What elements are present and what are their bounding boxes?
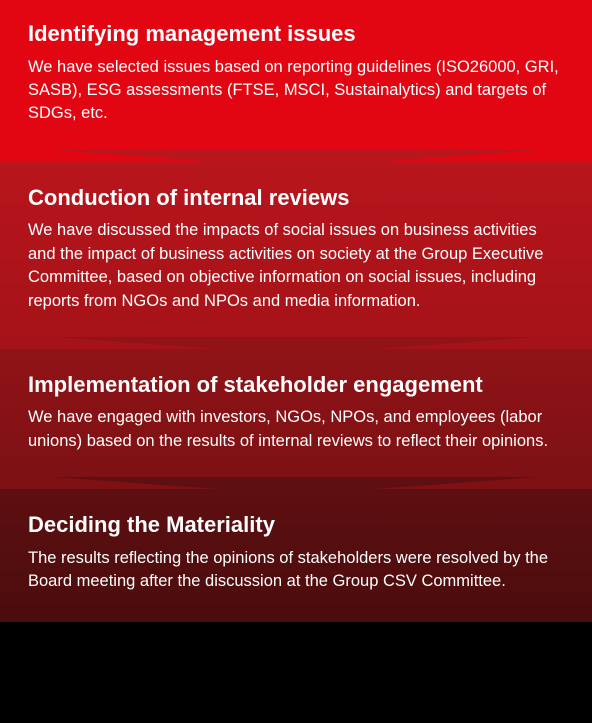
step-body: We have selected issues based on reporti…	[28, 56, 564, 126]
flow-step-1: Identifying management issues We have se…	[0, 0, 592, 150]
step-title: Implementation of stakeholder engagement	[28, 371, 564, 399]
step-body: We have discussed the impacts of social …	[28, 219, 564, 313]
chevron-down-icon	[0, 337, 592, 349]
step-body: The results reflecting the opinions of s…	[28, 547, 564, 594]
chevron-down-icon	[0, 477, 592, 489]
flow-step-3: Implementation of stakeholder engagement…	[0, 349, 592, 477]
step-title: Deciding the Materiality	[28, 511, 564, 539]
flow-step-2: Conduction of internal reviews We have d…	[0, 162, 592, 337]
flow-step-4: Deciding the Materiality The results ref…	[0, 489, 592, 621]
step-body: We have engaged with investors, NGOs, NP…	[28, 406, 564, 453]
step-title: Identifying management issues	[28, 20, 564, 48]
process-flow: Identifying management issues We have se…	[0, 0, 592, 622]
step-title: Conduction of internal reviews	[28, 184, 564, 212]
chevron-down-icon	[0, 150, 592, 162]
